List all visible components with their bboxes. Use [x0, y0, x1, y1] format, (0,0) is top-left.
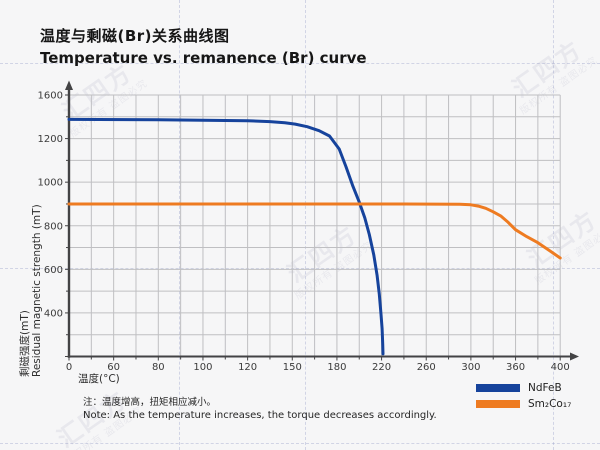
legend-label-ndfeb: NdFeB — [528, 382, 562, 394]
chart-header: 温度与剩磁(Br)关系曲线图 Temperature vs. remanence… — [40, 25, 367, 67]
legend-item-smco: Sm₂Co₁₇ — [476, 398, 571, 410]
svg-text:1600: 1600 — [38, 91, 63, 102]
y-axis-title-en: Residual magnetic strength (mT) — [31, 204, 43, 377]
svg-text:80: 80 — [152, 362, 165, 373]
svg-text:220: 220 — [372, 362, 391, 373]
legend: NdFeB Sm₂Co₁₇ — [476, 382, 571, 414]
svg-text:1000: 1000 — [38, 178, 63, 189]
svg-text:400: 400 — [551, 362, 570, 373]
svg-text:180: 180 — [327, 362, 346, 373]
svg-text:300: 300 — [461, 362, 480, 373]
svg-text:1200: 1200 — [38, 134, 63, 145]
svg-text:120: 120 — [238, 362, 257, 373]
legend-label-smco: Sm₂Co₁₇ — [528, 398, 572, 410]
svg-text:600: 600 — [44, 265, 63, 276]
y-axis-title-zh: 剩磁强度(mT) — [19, 310, 31, 377]
svg-text:0: 0 — [66, 362, 72, 373]
x-axis-title: 温度(°C) — [78, 373, 120, 385]
legend-swatch-ndfeb — [476, 384, 520, 392]
note-line-en: Note: As the temperature increases, the … — [83, 410, 437, 421]
page-title-zh: 温度与剩磁(Br)关系曲线图 — [40, 27, 230, 45]
svg-text:150: 150 — [283, 362, 302, 373]
legend-swatch-smco — [476, 400, 520, 408]
svg-text:360: 360 — [506, 362, 525, 373]
svg-text:400: 400 — [44, 308, 63, 319]
svg-text:60: 60 — [107, 362, 120, 373]
svg-text:800: 800 — [44, 221, 63, 232]
svg-text:260: 260 — [417, 362, 436, 373]
page-title-en: Temperature vs. remanence (Br) curve — [40, 49, 367, 67]
note-line-zh: 注：温度增高，扭矩相应减小。 — [83, 397, 217, 408]
svg-text:100: 100 — [193, 362, 212, 373]
legend-item-ndfeb: NdFeB — [476, 382, 571, 394]
note: 注：温度增高，扭矩相应减小。 Note: As the temperature … — [83, 394, 437, 421]
